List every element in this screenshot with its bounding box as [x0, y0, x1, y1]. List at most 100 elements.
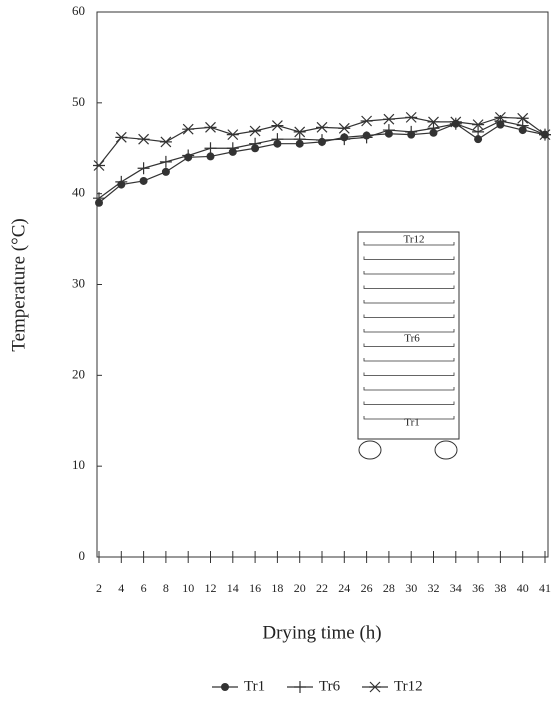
marker	[226, 142, 239, 155]
x-tick-label: 28	[383, 581, 395, 595]
marker	[516, 112, 529, 124]
x-tick-label: 38	[494, 581, 506, 595]
shelf	[363, 416, 455, 420]
shelf	[363, 285, 455, 289]
legend-marker	[294, 681, 306, 693]
shelf	[363, 242, 455, 246]
x-tick-label: 32	[428, 581, 440, 595]
marker	[293, 126, 306, 138]
shelf	[363, 329, 455, 333]
marker	[137, 133, 150, 145]
marker	[249, 125, 262, 137]
marker	[449, 117, 462, 130]
rack-label: Tr1	[404, 417, 420, 429]
marker	[382, 113, 395, 125]
x-tick-label: 8	[163, 581, 169, 595]
marker	[249, 137, 262, 150]
marker	[316, 134, 328, 147]
marker	[449, 116, 462, 128]
y-tick-label: 30	[72, 275, 85, 290]
marker	[182, 123, 195, 135]
x-tick-label: 2	[96, 581, 102, 595]
legend-label: Tr12	[394, 678, 423, 694]
y-tick-label: 20	[72, 366, 85, 381]
x-tick-label: 4	[118, 581, 124, 595]
y-tick-label: 40	[72, 185, 85, 200]
marker	[382, 124, 395, 137]
marker	[159, 155, 172, 168]
marker	[204, 142, 217, 155]
marker	[516, 119, 529, 132]
shelf	[363, 387, 455, 391]
plot-frame	[96, 11, 549, 558]
rack-diagram: Tr12 Tr6 Tr1	[357, 231, 460, 460]
x-tick-label: 30	[405, 581, 417, 595]
marker	[204, 121, 217, 133]
x-tick-label: 20	[294, 581, 306, 595]
marker	[115, 175, 128, 188]
x-tick-label: 18	[271, 581, 283, 595]
shelf	[363, 343, 455, 347]
marker	[93, 192, 105, 205]
x-tick-label: 41	[539, 581, 551, 595]
shelf	[363, 256, 455, 260]
x-tick-label: 36	[472, 581, 484, 595]
marker	[338, 122, 351, 134]
marker	[226, 129, 239, 141]
rack-label: Tr12	[404, 234, 425, 246]
marker	[115, 131, 128, 143]
marker	[137, 162, 150, 175]
x-tick-label: 12	[205, 581, 217, 595]
marker	[427, 116, 440, 128]
rack	[357, 231, 460, 440]
x-tick-label: 6	[141, 581, 147, 595]
shelf	[363, 372, 455, 376]
marker	[360, 131, 373, 144]
y-tick-label: 10	[72, 457, 85, 472]
marker	[161, 167, 170, 176]
marker	[206, 152, 215, 161]
marker	[360, 115, 373, 127]
y-tick-label: 50	[72, 94, 85, 109]
shelf	[363, 300, 455, 304]
legend-label: Tr1	[244, 678, 265, 694]
shelf	[363, 271, 455, 275]
marker	[474, 135, 483, 144]
marker	[472, 125, 485, 138]
legend-marker	[369, 681, 381, 693]
marker	[293, 133, 306, 146]
marker	[316, 121, 328, 133]
shelf	[363, 314, 455, 318]
rack-label: Tr6	[404, 333, 420, 345]
x-tick-label: 24	[338, 581, 350, 595]
x-tick-label: 14	[227, 581, 239, 595]
marker	[182, 149, 195, 162]
x-tick-label: 16	[249, 581, 261, 595]
wheel	[358, 440, 382, 460]
marker	[271, 120, 284, 131]
marker	[159, 136, 172, 148]
shelf	[363, 401, 455, 405]
x-tick-label: 40	[517, 581, 529, 595]
marker	[494, 111, 507, 123]
marker	[405, 111, 418, 123]
marker	[338, 133, 351, 146]
marker	[271, 133, 284, 146]
legend-marker	[221, 683, 229, 691]
x-tick-label: 22	[316, 581, 328, 595]
marker	[472, 119, 485, 131]
marker	[427, 122, 440, 135]
shelf	[363, 358, 455, 362]
wheel	[434, 440, 458, 460]
marker	[539, 129, 551, 141]
x-axis-label: Drying time (h)	[262, 622, 381, 643]
x-tick-label: 10	[182, 581, 194, 595]
x-tick-label: 34	[450, 581, 462, 595]
marker	[405, 125, 418, 138]
marker	[139, 176, 148, 185]
y-tick-label: 0	[79, 548, 86, 563]
y-axis-label: Temperature (°C)	[8, 218, 29, 351]
y-tick-label: 60	[72, 3, 85, 18]
